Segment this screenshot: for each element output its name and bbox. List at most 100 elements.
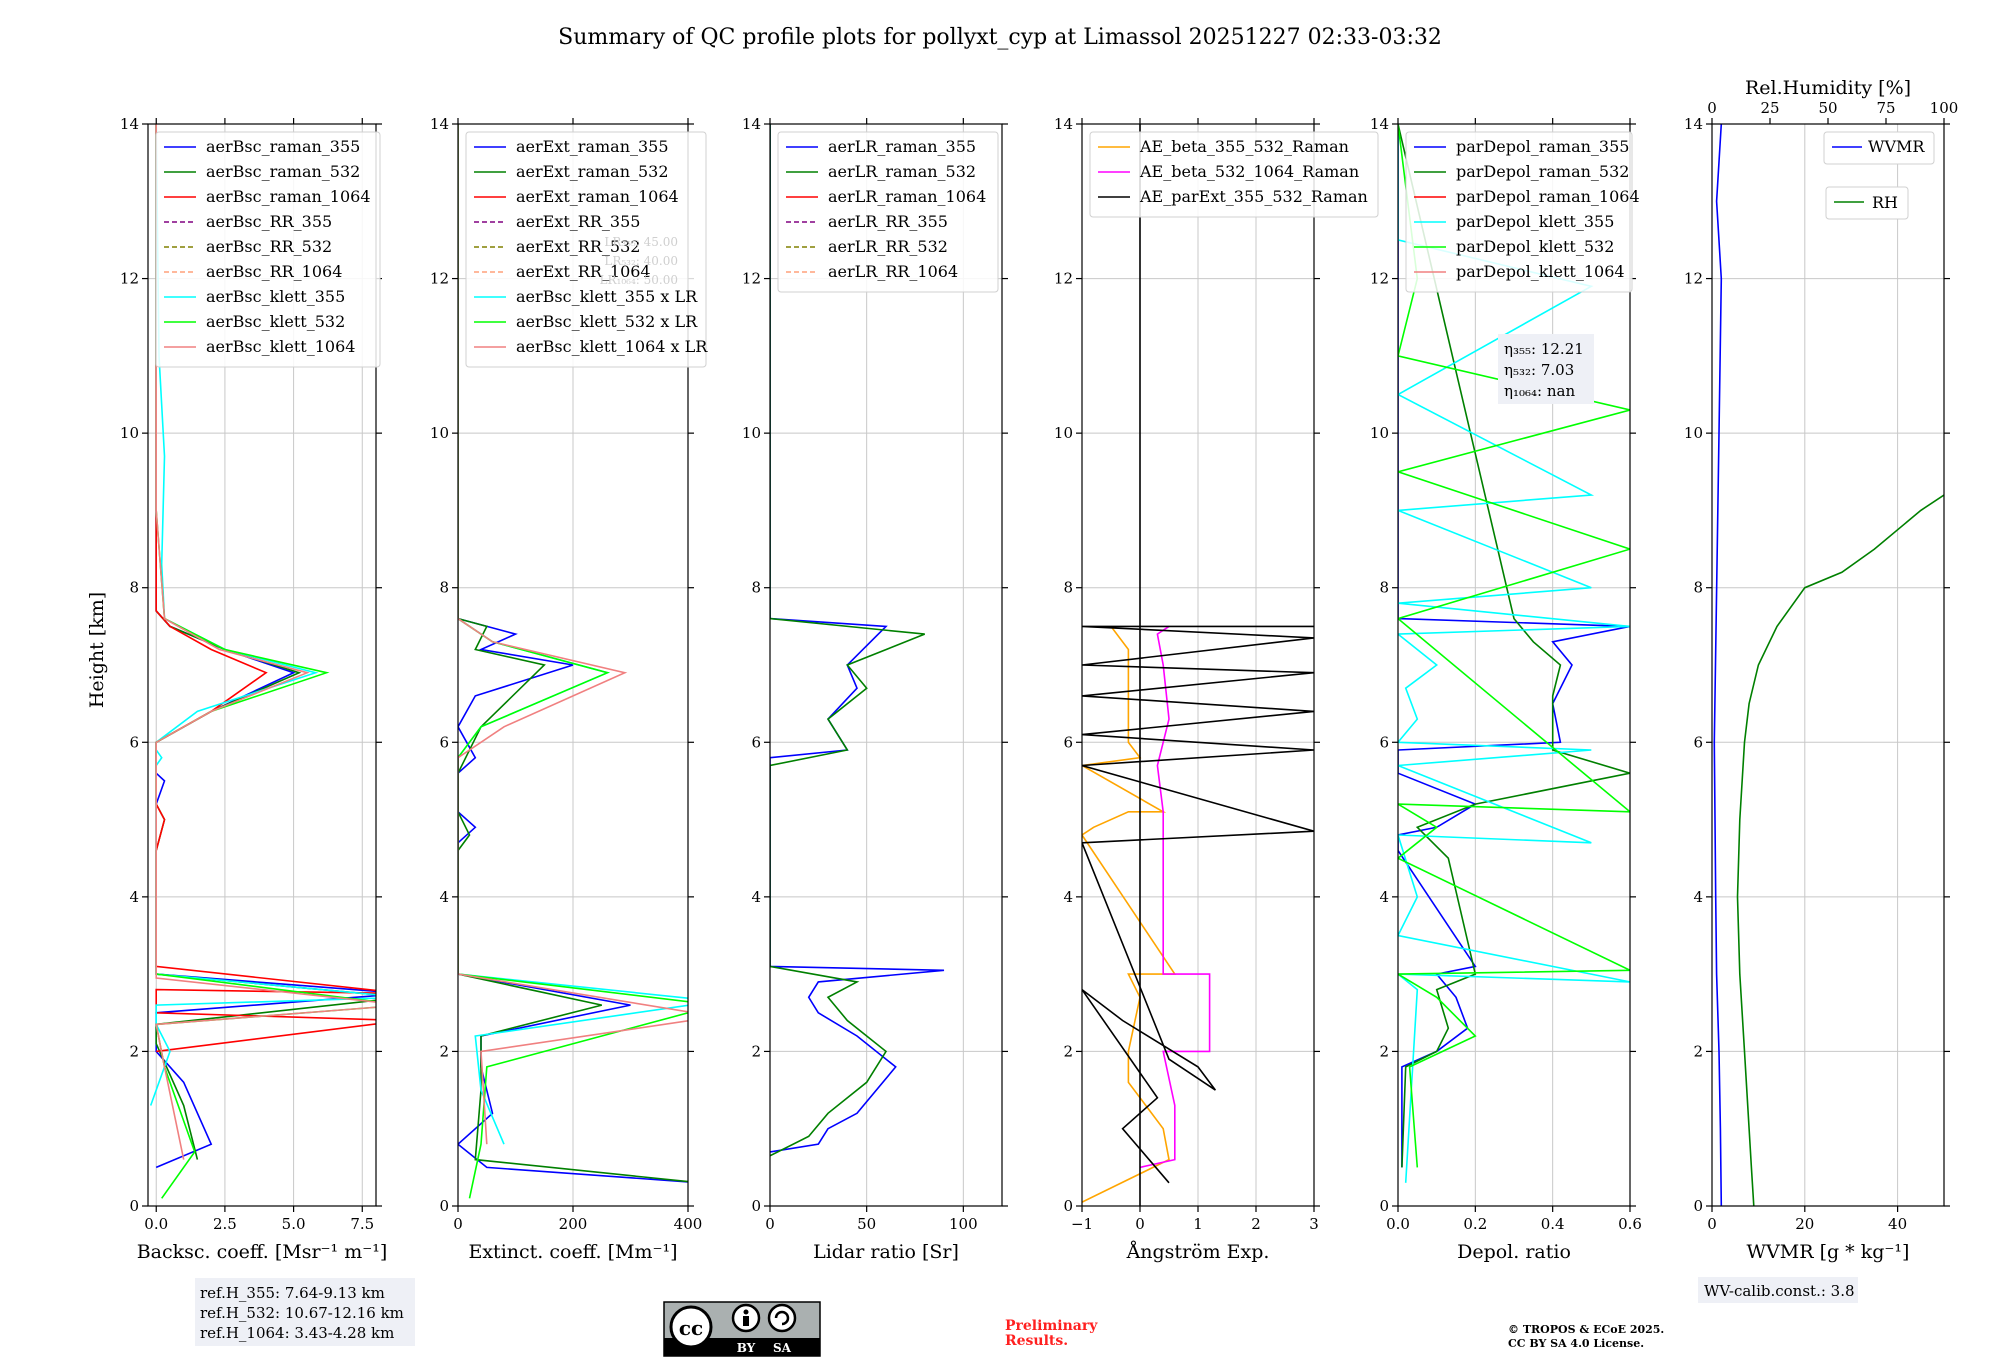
eta-value: η₁₀₆₄: nan: [1504, 382, 1575, 400]
y-tick-label: 14: [1684, 115, 1703, 133]
legend-box: [1823, 131, 1935, 165]
y-tick-label: 6: [1063, 733, 1073, 751]
legend-entry-aerlr-raman-1064: aerLR_raman_1064: [828, 187, 986, 206]
legend-entry-aerbsc-klett-1064-x-lr: aerBsc_klett_1064 x LR: [516, 337, 708, 356]
x-tick-label: 20: [1795, 1215, 1814, 1233]
y-tick-label: 8: [751, 579, 761, 597]
x-tick-label: 0.0: [144, 1215, 168, 1233]
panel-frame: [1711, 123, 1945, 1207]
y-tick-label: 2: [1693, 1042, 1703, 1060]
legend-entry-pardepol-raman-355: parDepol_raman_355: [1456, 137, 1629, 156]
x-axis-label: Depol. ratio: [1457, 1241, 1571, 1263]
y-tick-label: 6: [1693, 733, 1703, 751]
series-aerbsc-klett-1064-x-lr: [458, 124, 688, 1145]
y-tick-label: 14: [1054, 115, 1073, 133]
legend-entry-pardepol-raman-532: parDepol_raman_532: [1456, 162, 1629, 181]
y-tick-label: 14: [120, 115, 139, 133]
legend-entry-aerext-rr-532: aerExt_RR_532: [516, 237, 640, 256]
panel-depolarization: 0 2 4 6 8 10 12 14 0.0 0.2 0.4 0.6 Depol. ratio parDe…: [1370, 115, 1642, 1263]
series-wvmr: [1713, 124, 1723, 1206]
y-tick-label: 0: [1693, 1197, 1703, 1215]
x-tick-label: 40: [1888, 1215, 1907, 1233]
x-tick-label: 0.4: [1541, 1215, 1565, 1233]
y-tick-label: 2: [1063, 1042, 1073, 1060]
y-tick-label: 0: [1063, 1197, 1073, 1215]
series-ae-beta-532-1064-raman: [1139, 625, 1211, 1169]
x-tick-label: 2.5: [213, 1215, 237, 1233]
series-group: [149, 124, 376, 1199]
x-axis-label: Ångström Exp.: [1126, 1241, 1270, 1263]
x-tick-label: 0: [453, 1215, 463, 1233]
y-tick-label: 8: [1379, 579, 1389, 597]
legend-entry-aerext-raman-532: aerExt_raman_532: [516, 162, 669, 181]
y-tick-label: 6: [1379, 733, 1389, 751]
cc-icon: [669, 1305, 713, 1349]
y-tick-label: 0: [129, 1197, 139, 1215]
y-tick-label: 8: [1063, 579, 1073, 597]
by-label: BY: [737, 1341, 756, 1355]
series-group: [458, 124, 688, 1199]
legend-entry-aerbsc-raman-532: aerBsc_raman_532: [206, 162, 360, 181]
y-tick-label: 4: [1693, 888, 1703, 906]
lr-note: LR₁₀₆₄: 50.00: [600, 273, 678, 287]
lr-note: LR₃₅₅: 45.00: [604, 235, 678, 249]
y-tick-label: 2: [1379, 1042, 1389, 1060]
legend-box: [1089, 131, 1379, 218]
y-tick-label: 10: [742, 424, 761, 442]
sa-label: SA: [773, 1341, 792, 1355]
legend-entry-aerbsc-klett-355-x-lr: aerBsc_klett_355 x LR: [516, 287, 698, 306]
y-tick-label: 0: [751, 1197, 761, 1215]
y-tick-label: 0: [1379, 1197, 1389, 1215]
cc-icon-glyph: cc: [679, 1316, 703, 1340]
lr-note: LR₅₃₂: 40.00: [604, 254, 678, 268]
copyright-line2: CC BY SA 4.0 License.: [1508, 1337, 1644, 1350]
x-axis-label: Lidar ratio [Sr]: [813, 1241, 959, 1263]
y-tick-label: 10: [430, 424, 449, 442]
preliminary-line2: Results.: [1005, 1333, 1068, 1349]
legend: AE_beta_355_532_Raman AE_beta_532_1064_Ra…: [1089, 131, 1379, 218]
y-tick-label: 4: [129, 888, 139, 906]
rh-axis-label: Rel.Humidity [%]: [1745, 77, 1911, 99]
series-aerlr-raman-532: [770, 124, 925, 1157]
legend-entry-aerext-rr-1064: aerExt_RR_1064: [516, 262, 651, 281]
legend-entry-aerlr-raman-355: aerLR_raman_355: [828, 137, 976, 156]
series-group: [1398, 124, 1630, 1183]
series-ae-parext-355-532-raman: [1082, 625, 1314, 1184]
legend-entry-aerbsc-rr-1064: aerBsc_RR_1064: [206, 262, 342, 281]
legend-entry-rh: RH: [1872, 193, 1898, 212]
preliminary-line1: Preliminary: [1005, 1318, 1098, 1334]
legend-entry-ae-beta-532-1064-raman: AE_beta_532_1064_Raman: [1139, 162, 1359, 181]
x-tick-label: 1: [1193, 1215, 1203, 1233]
y-tick-label: 14: [742, 115, 761, 133]
series-rh: [1736, 494, 1944, 1206]
y-tick-label: 4: [1063, 888, 1073, 906]
legend-entry-pardepol-klett-532: parDepol_klett_532: [1456, 237, 1614, 256]
panel-backscatter: 0 2 4 6 8 10 12 14 0.0 2.5 5.0 7.5 Backsc. coeff. [M…: [120, 115, 387, 1263]
legend-entry-aerbsc-rr-532: aerBsc_RR_532: [206, 237, 332, 256]
legend: aerExt_raman_355 aerExt_raman_532 aerExt_r…: [465, 131, 708, 368]
x-tick-label: 3: [1309, 1215, 1319, 1233]
legend-rh: RH: [1825, 186, 1909, 220]
legend-box: [1405, 131, 1633, 293]
x-tick-label: −1: [1071, 1215, 1093, 1233]
legend-entry-ae-parext-355-532-raman: AE_parExt_355_532_Raman: [1139, 187, 1368, 206]
series-ae-beta-355-532-raman: [1082, 625, 1177, 1203]
wv-calib-text: WV-calib.const.: 3.8: [1704, 1282, 1855, 1300]
series-group: [1082, 124, 1314, 1206]
y-tick-label: 6: [439, 733, 449, 751]
ref-heights-box: ref.H_355: 7.64-9.13 km ref.H_532: 10.67…: [195, 1278, 415, 1346]
y-tick-label: 12: [1370, 270, 1389, 288]
x-axis-label: Extinct. coeff. [Mm⁻¹]: [468, 1241, 677, 1263]
y-tick-label: 12: [430, 270, 449, 288]
ref-height-532: ref.H_532: 10.67-12.16 km: [200, 1304, 404, 1322]
x-tick-label: 2: [1251, 1215, 1261, 1233]
y-tick-label: 12: [120, 270, 139, 288]
panel-frame: [769, 123, 1003, 1207]
y-tick-label: 6: [751, 733, 761, 751]
legend-entry-pardepol-klett-1064: parDepol_klett_1064: [1456, 262, 1625, 281]
rh-tick-label: 75: [1876, 99, 1895, 117]
x-tick-label: 200: [559, 1215, 588, 1233]
